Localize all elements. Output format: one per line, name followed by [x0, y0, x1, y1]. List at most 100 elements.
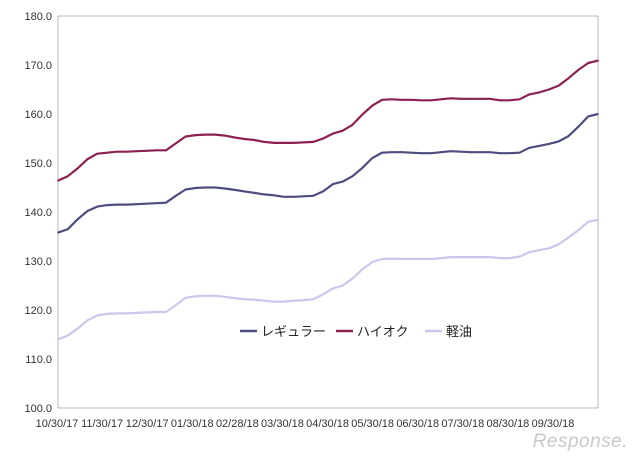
watermark-logo: Response. — [532, 431, 628, 452]
data-point — [312, 298, 315, 301]
data-point — [410, 98, 413, 101]
data-point — [86, 319, 89, 322]
x-tick-label: 02/28/18 — [216, 418, 259, 430]
data-point — [351, 175, 354, 178]
x-tick-label: 01/30/18 — [171, 418, 214, 430]
data-point — [587, 220, 590, 223]
data-point — [479, 97, 482, 100]
data-point — [597, 218, 599, 221]
x-tick-label: 09/30/18 — [532, 418, 575, 430]
data-point — [498, 99, 501, 102]
data-point — [420, 152, 423, 155]
data-point — [57, 338, 59, 341]
data-point — [204, 133, 207, 136]
data-point — [548, 247, 550, 250]
data-point — [57, 179, 59, 182]
data-point — [567, 77, 570, 80]
data-point — [538, 91, 540, 94]
data-point — [66, 175, 69, 178]
data-point — [233, 136, 236, 139]
y-tick-label: 120.0 — [24, 305, 52, 317]
data-point — [390, 151, 393, 154]
data-point — [125, 203, 128, 206]
data-point — [577, 229, 580, 232]
data-point — [489, 97, 491, 100]
series-lines — [57, 59, 599, 341]
data-point — [361, 268, 364, 271]
data-point — [253, 298, 256, 301]
data-point — [332, 183, 334, 186]
y-axis-ticks: 100.0 110.0 120.0 130.0 140.0 150.0 160.0 170.0… — [24, 11, 52, 415]
data-point — [302, 299, 305, 302]
x-tick-label: 07/30/18 — [441, 418, 484, 430]
legend-label: 軽油 — [446, 325, 472, 340]
data-point — [459, 97, 462, 100]
data-point — [165, 201, 167, 204]
data-point — [135, 203, 138, 206]
data-point — [381, 98, 383, 101]
data-point — [155, 149, 158, 152]
data-point — [76, 167, 79, 170]
data-point — [518, 151, 521, 154]
data-point — [587, 62, 590, 64]
data-point — [332, 287, 334, 290]
data-point — [194, 134, 197, 137]
data-point — [420, 258, 423, 260]
data-point — [557, 140, 560, 143]
data-point — [302, 195, 305, 198]
data-point — [96, 205, 99, 208]
data-point — [194, 187, 197, 189]
data-point — [538, 145, 540, 147]
data-point — [116, 203, 118, 206]
data-point — [106, 313, 108, 315]
data-point — [508, 152, 511, 155]
data-point — [76, 218, 79, 221]
data-point — [273, 194, 275, 197]
data-point — [184, 188, 187, 191]
y-tick-label: 100.0 — [24, 403, 52, 415]
data-point — [528, 93, 531, 96]
y-tick-label: 180.0 — [24, 11, 52, 23]
data-point — [204, 186, 207, 189]
data-point — [135, 312, 138, 314]
data-point — [145, 311, 148, 314]
data-point — [420, 99, 423, 102]
data-point — [341, 129, 344, 132]
data-point — [76, 327, 79, 330]
data-point — [116, 150, 118, 153]
plot-area — [57, 15, 599, 409]
data-point — [312, 141, 315, 143]
data-point — [322, 293, 324, 296]
data-point — [371, 157, 374, 160]
data-point — [224, 295, 226, 298]
data-point — [125, 312, 128, 315]
data-point — [498, 257, 501, 259]
data-point — [253, 139, 256, 141]
x-tick-label: 08/30/18 — [486, 418, 529, 430]
data-point — [165, 149, 167, 152]
data-point — [528, 251, 531, 254]
data-point — [155, 311, 158, 313]
data-point — [587, 115, 590, 118]
legend: レギュラー ハイオク 軽油 — [240, 325, 472, 340]
data-point — [489, 256, 491, 258]
data-point — [174, 194, 177, 197]
data-point — [440, 151, 442, 154]
data-point — [449, 150, 452, 153]
data-point — [341, 284, 344, 287]
data-point — [479, 151, 482, 154]
data-point — [155, 202, 158, 205]
legend-label: レギュラー — [261, 325, 326, 340]
data-point — [371, 104, 374, 107]
data-point — [440, 257, 442, 259]
data-point — [165, 311, 167, 313]
data-point — [400, 98, 403, 101]
data-point — [381, 258, 383, 260]
data-point — [469, 151, 472, 154]
data-point — [224, 187, 226, 190]
data-point — [302, 141, 305, 144]
x-tick-label: 03/30/18 — [261, 418, 304, 430]
data-point — [194, 295, 197, 298]
y-tick-label: 110.0 — [25, 354, 52, 366]
